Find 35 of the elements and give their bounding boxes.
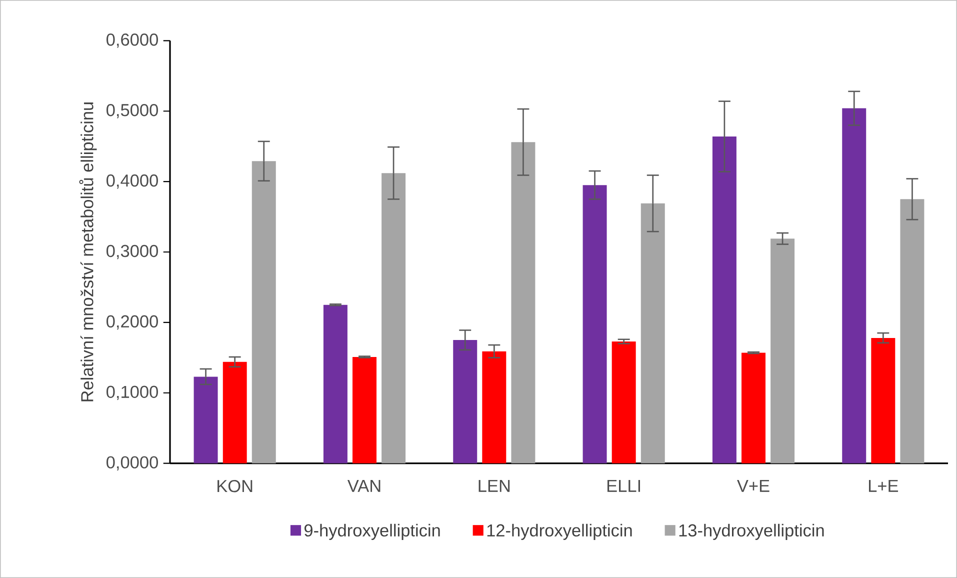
y-tick-label: 0,5000 (106, 104, 158, 118)
x-tick-label: KON (218, 480, 252, 492)
bar (323, 304, 348, 464)
bar (871, 338, 896, 464)
bar (352, 356, 376, 464)
y-axis-title: Relativní množství metabolitů ellipticinu (79, 102, 97, 402)
x-tick-label: L+E (868, 480, 898, 492)
bar (612, 341, 636, 464)
bar (770, 238, 795, 464)
bar (712, 136, 736, 464)
bar (222, 362, 247, 464)
bar (252, 161, 276, 464)
x-tick-label: LEN (478, 480, 510, 492)
y-tick-label: 0,6000 (106, 34, 158, 48)
x-tick-label: ELLI (607, 480, 640, 492)
bar (382, 173, 406, 464)
bar (511, 142, 536, 464)
bar (842, 108, 866, 464)
x-tick-label: V+E (737, 480, 770, 492)
legend-label: 9-hydroxyellipticin (304, 524, 440, 540)
bar (900, 199, 924, 464)
bar (194, 376, 218, 464)
bar (453, 340, 478, 464)
bar (640, 203, 665, 464)
y-tick-label: 0,2000 (106, 315, 158, 330)
legend-label: 12-hydroxyellipticin (487, 524, 632, 540)
y-tick-label: 0,1000 (106, 386, 158, 400)
y-tick-label: 0,3000 (106, 244, 158, 260)
bar (582, 185, 607, 464)
x-tick-label: VAN (347, 480, 380, 492)
bar (482, 351, 506, 464)
legend-label: 13-hydroxyellipticin (679, 524, 824, 540)
bar (742, 352, 766, 464)
y-tick-label: 0,0000 (106, 456, 158, 470)
y-tick-label: 0,4000 (106, 174, 158, 189)
